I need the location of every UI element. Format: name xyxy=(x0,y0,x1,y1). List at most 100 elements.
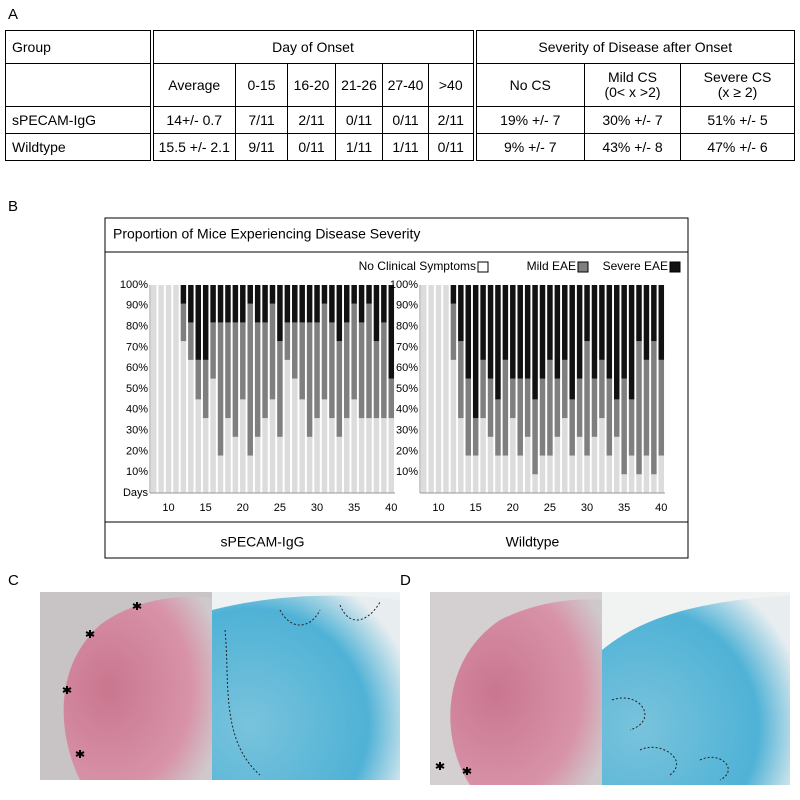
bar-segment xyxy=(554,378,561,437)
bar-segment xyxy=(465,285,472,379)
table-cell: 9% +/- 7 xyxy=(474,133,585,161)
table-cell: 0/11 xyxy=(335,106,383,134)
bar-segment xyxy=(584,341,590,456)
header-cell: Severe CS (x ≥ 2) xyxy=(680,63,795,107)
bar-segment xyxy=(651,285,657,342)
bar-segment xyxy=(569,399,575,456)
y-tick-label: 80% xyxy=(396,321,418,333)
bar-segment xyxy=(591,285,598,379)
bar-segment xyxy=(217,322,224,456)
bar-segment xyxy=(329,285,335,323)
bar-segment xyxy=(591,378,598,437)
histology xyxy=(40,592,790,785)
bar-segment xyxy=(247,303,253,456)
y-tick-label: 30% xyxy=(126,425,148,437)
legend-swatch xyxy=(577,261,589,273)
table-cell: 1/11 xyxy=(382,133,429,161)
bar-segment xyxy=(292,378,298,493)
bar-segment xyxy=(180,341,187,493)
bar-segment xyxy=(262,285,268,323)
chart: Proportion of Mice Experiencing Disease … xyxy=(104,217,689,559)
bar-segment xyxy=(465,455,472,493)
bar-segment xyxy=(554,285,561,379)
bar-segment xyxy=(180,303,187,342)
header-cell: Group xyxy=(5,30,154,64)
bar-segment xyxy=(510,378,516,419)
bar-segment xyxy=(284,285,291,323)
bar-segment xyxy=(366,285,372,304)
bar-segment xyxy=(487,285,494,379)
bar-segment xyxy=(628,399,635,456)
bar-segment xyxy=(621,378,627,475)
bar-segment xyxy=(502,285,509,360)
legend-swatch xyxy=(669,261,681,273)
bar-segment xyxy=(539,378,546,456)
bar-segment xyxy=(165,285,172,493)
bar-segment xyxy=(621,285,627,379)
panel-label: D xyxy=(400,572,411,589)
bar-segment xyxy=(388,285,395,379)
bar-segment xyxy=(210,322,216,379)
legend-label: Severe EAE xyxy=(603,259,668,273)
header-text: (0< x >2) xyxy=(604,84,661,100)
bar-segment xyxy=(343,418,350,493)
asterisks xyxy=(62,602,472,775)
bar-segment xyxy=(495,399,501,456)
table-cell: 0/11 xyxy=(287,133,336,161)
bar-segment xyxy=(188,359,194,493)
bar-segment xyxy=(240,399,246,493)
table-cell: 19% +/- 7 xyxy=(474,106,585,134)
panel-box xyxy=(104,217,689,559)
bar-segment xyxy=(435,285,442,493)
y-tick-label: 10% xyxy=(126,466,148,478)
y-tick-label: 60% xyxy=(396,362,418,374)
bar-segment xyxy=(651,474,657,493)
bar-segment xyxy=(299,322,305,400)
legend-label: Mild EAE xyxy=(527,259,576,273)
y-tick-label: 50% xyxy=(126,383,148,395)
table-cell: 2/11 xyxy=(287,106,336,134)
bar-segment xyxy=(576,285,583,379)
x-tick-label: 15 xyxy=(470,502,482,514)
bar-segment xyxy=(358,322,365,419)
bar-segment xyxy=(591,436,598,493)
bar-segment xyxy=(232,436,239,493)
header-cell: 16-20 xyxy=(287,63,336,107)
y-tick-label: 50% xyxy=(396,383,418,395)
bar-segment xyxy=(450,303,457,360)
bar-segment xyxy=(336,436,343,493)
bar-segment xyxy=(240,285,246,323)
bar-segment xyxy=(613,436,620,493)
bar-segment xyxy=(284,359,291,493)
bar-segment xyxy=(314,322,320,419)
bar-segment xyxy=(180,285,187,304)
bar-segment xyxy=(292,322,298,379)
y-tick-label: 100% xyxy=(390,279,418,291)
header-text: (x ≥ 2) xyxy=(717,84,758,100)
y-tick-label: 70% xyxy=(126,341,148,353)
bar-segment xyxy=(277,341,283,437)
bar-segment xyxy=(225,285,231,323)
bar-segment xyxy=(450,285,457,304)
bar-segment xyxy=(502,359,509,456)
bar-segment xyxy=(636,285,642,342)
bar-segment xyxy=(554,436,561,493)
bar-segment xyxy=(217,285,224,323)
y-tick-label: 90% xyxy=(126,300,148,312)
bar-segment xyxy=(351,285,357,304)
bar-segment xyxy=(254,322,261,437)
x-tick-label: 35 xyxy=(618,502,630,514)
x-tick-label: 40 xyxy=(655,502,667,514)
bar-segment xyxy=(366,418,372,493)
bar-segment xyxy=(532,285,538,400)
legend-label: No Clinical Symptoms xyxy=(359,259,476,273)
bar-segment xyxy=(628,285,635,400)
bar-segment xyxy=(188,322,194,360)
bar-segment xyxy=(388,418,395,493)
bar-segment xyxy=(599,285,605,360)
bar-segment xyxy=(306,436,313,493)
table-row: sPECAM-IgG 14+/- 0.7 7/11 2/11 0/11 0/11 2/11 1… xyxy=(5,106,795,134)
bar-segment xyxy=(343,322,350,419)
bar-segment xyxy=(584,285,590,342)
